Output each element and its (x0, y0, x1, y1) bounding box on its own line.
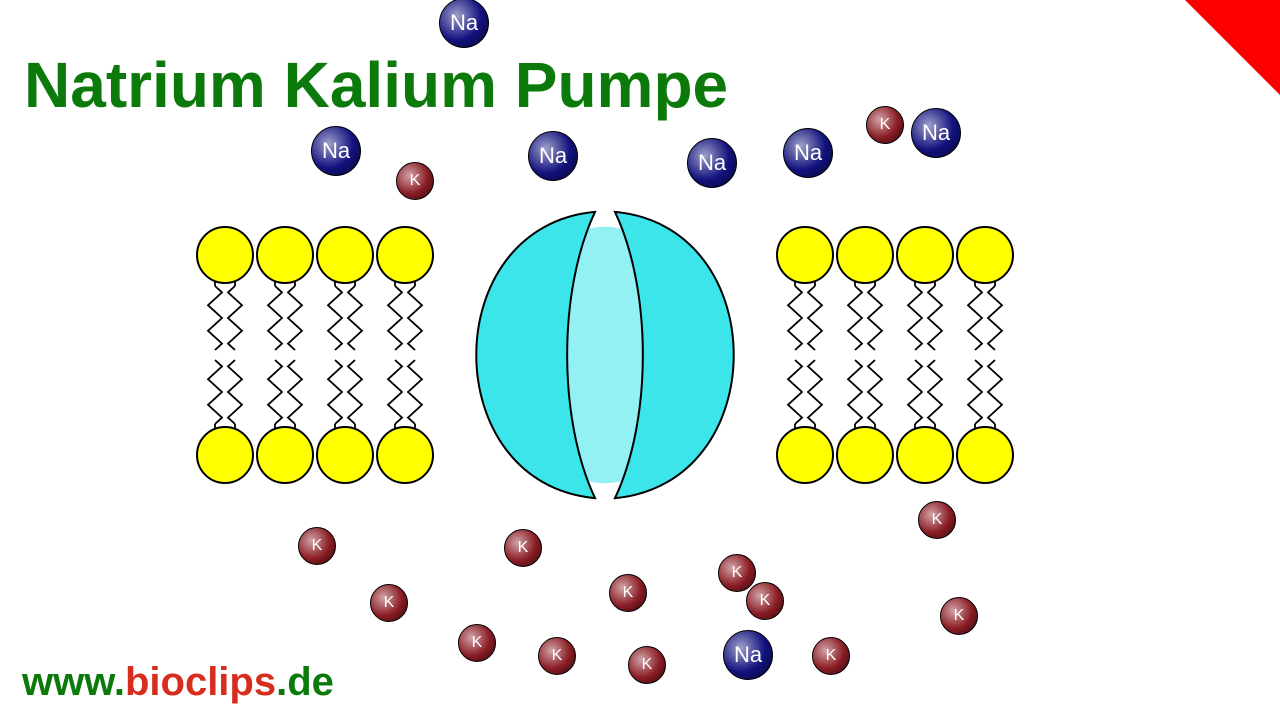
sodium-ion: Na (687, 138, 737, 188)
potassium-ion: K (370, 584, 408, 622)
page-title: Natrium Kalium Pumpe (24, 48, 728, 122)
potassium-ion: K (866, 106, 904, 144)
watermark-url: www.bioclips.de (22, 660, 334, 705)
potassium-ion: K (396, 162, 434, 200)
potassium-ion: K (940, 597, 978, 635)
title-text: Natrium Kalium Pumpe (24, 49, 728, 121)
potassium-ion: K (538, 637, 576, 675)
potassium-ion: K (628, 646, 666, 684)
potassium-ion: K (609, 574, 647, 612)
watermark-prefix: www. (22, 660, 125, 704)
potassium-ion: K (504, 529, 542, 567)
potassium-ion: K (458, 624, 496, 662)
sodium-ion: Na (911, 108, 961, 158)
sodium-ion: Na (528, 131, 578, 181)
potassium-ion: K (918, 501, 956, 539)
sodium-ion: Na (311, 126, 361, 176)
potassium-ion: K (812, 637, 850, 675)
potassium-ion: K (718, 554, 756, 592)
watermark-brand: bioclips (125, 660, 276, 704)
watermark-suffix: .de (276, 660, 334, 704)
sodium-ion: Na (783, 128, 833, 178)
corner-decoration (1185, 0, 1280, 95)
potassium-ion: K (298, 527, 336, 565)
sodium-ion: Na (723, 630, 773, 680)
potassium-ion: K (746, 582, 784, 620)
sodium-ion: Na (439, 0, 489, 48)
